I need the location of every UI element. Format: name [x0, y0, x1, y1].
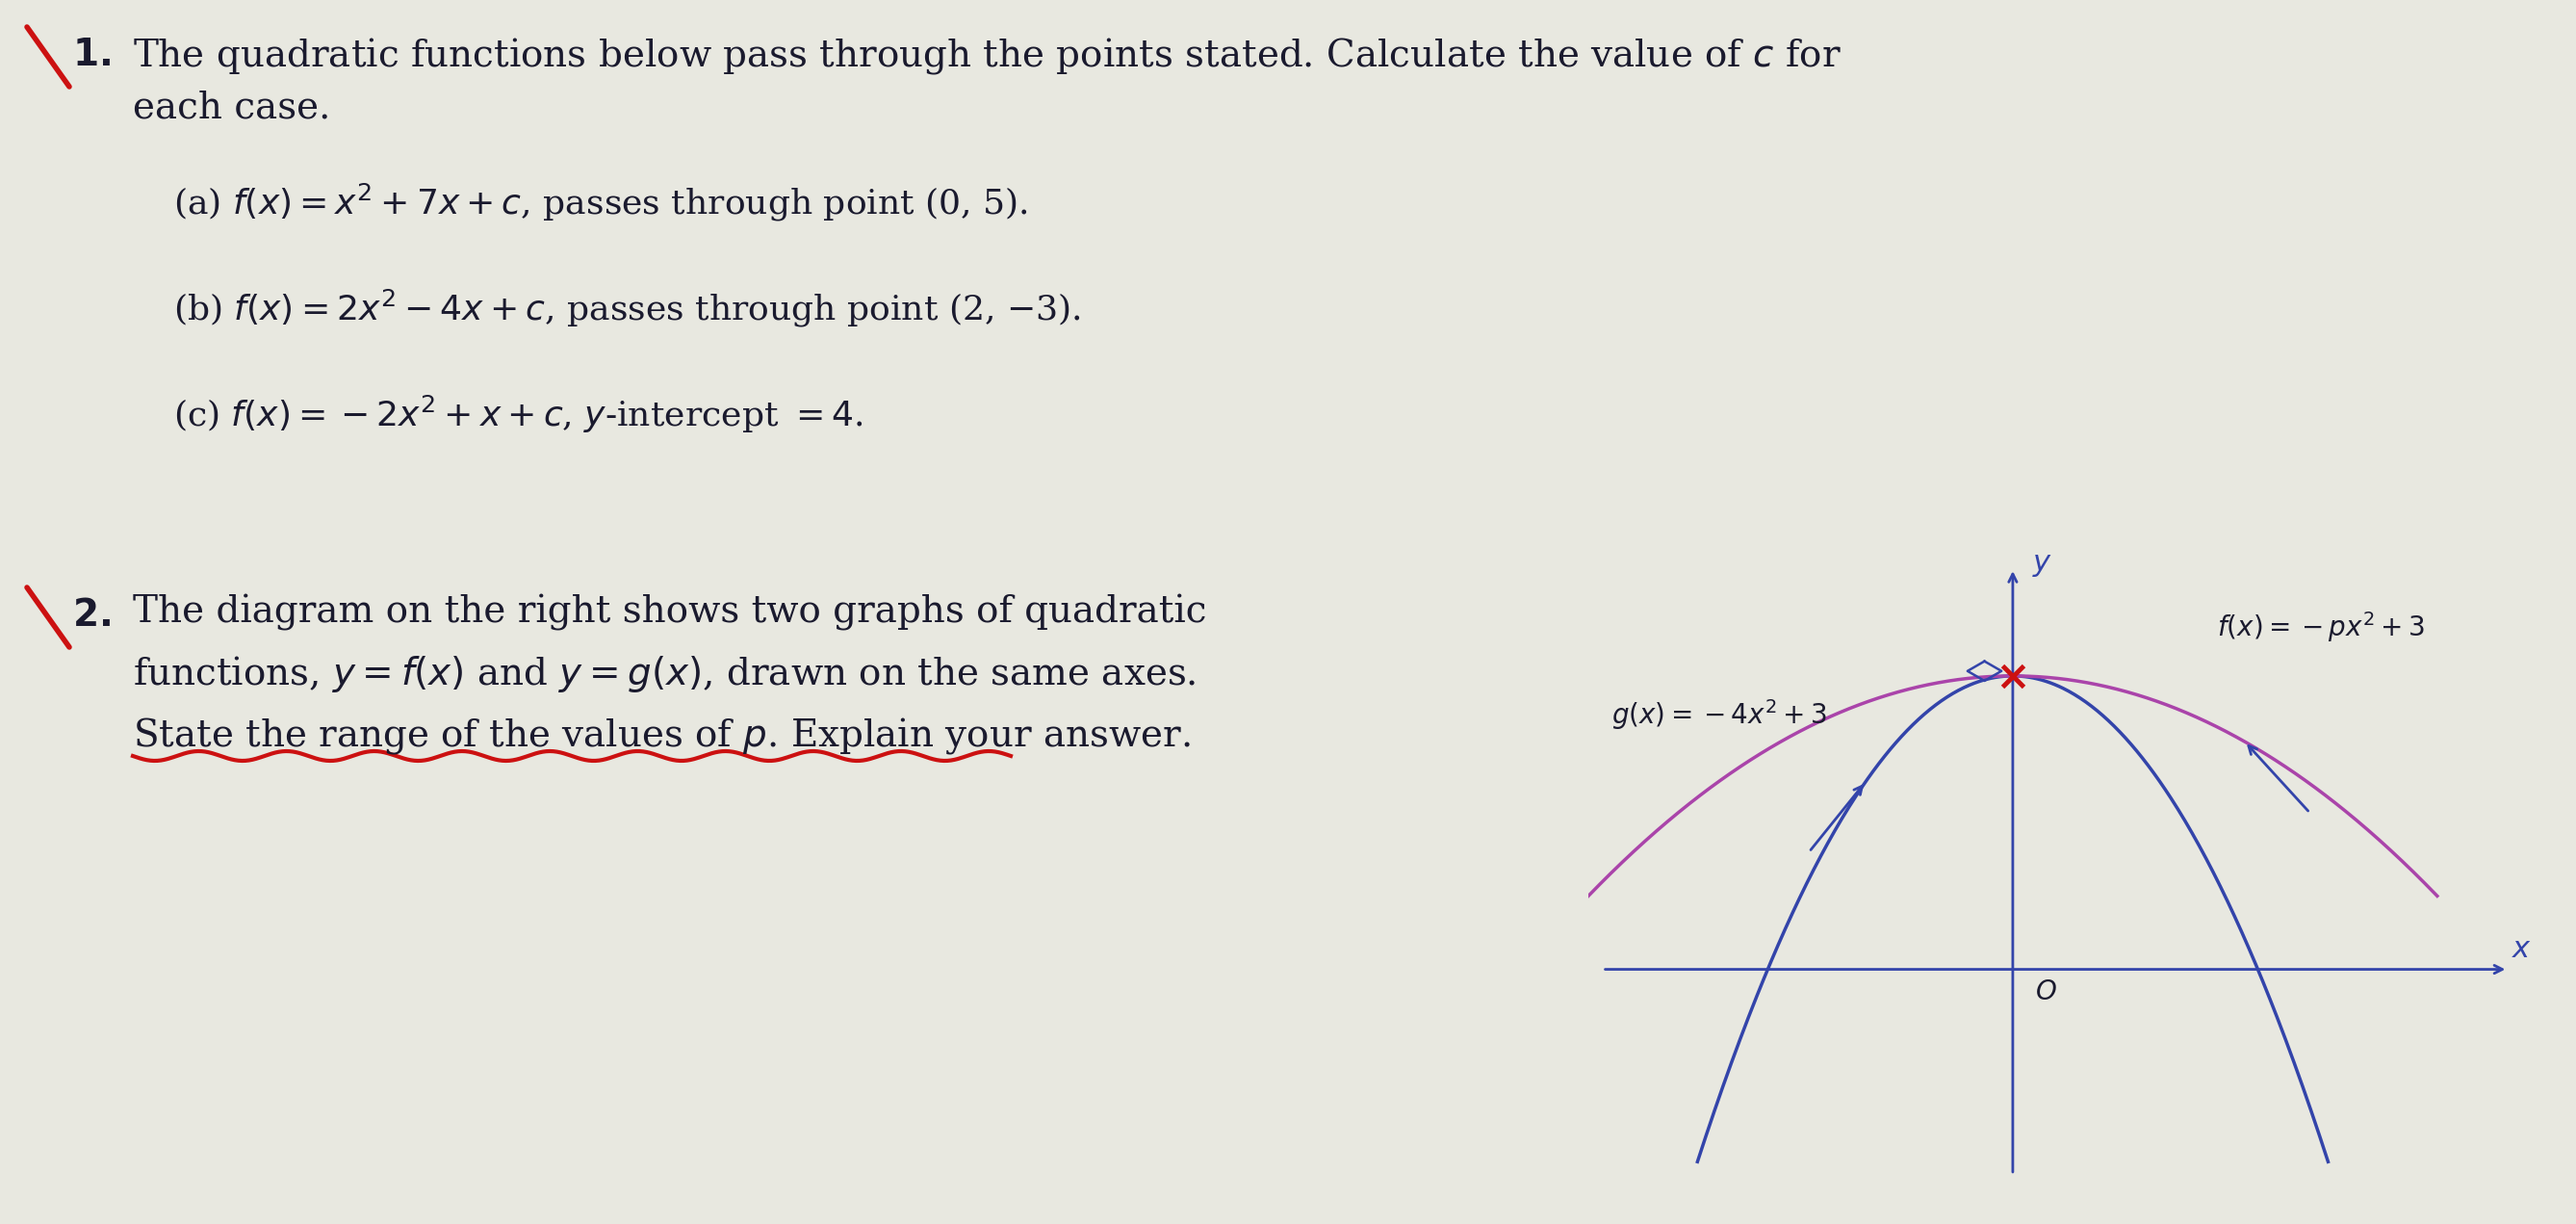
- Text: $g(x) = -4x^2 + 3$: $g(x) = -4x^2 + 3$: [1610, 698, 1826, 732]
- Text: State the range of the values of $p$. Explain your answer.: State the range of the values of $p$. Ex…: [134, 716, 1190, 756]
- Text: $f(x) = -px^2 + 3$: $f(x) = -px^2 + 3$: [2215, 610, 2424, 644]
- Text: $y$: $y$: [2032, 548, 2053, 579]
- Text: The diagram on the right shows two graphs of quadratic: The diagram on the right shows two graph…: [134, 594, 1206, 630]
- Text: The quadratic functions below pass through the points stated. Calculate the valu: The quadratic functions below pass throu…: [134, 35, 1842, 76]
- Text: (c) $f(x) = -2x^2 + x + c$, $y$-intercept $= 4$.: (c) $f(x) = -2x^2 + x + c$, $y$-intercep…: [173, 393, 863, 435]
- Text: (a) $f(x) = x^2 + 7x + c$, passes through point (0, 5).: (a) $f(x) = x^2 + 7x + c$, passes throug…: [173, 181, 1028, 223]
- Text: each case.: each case.: [134, 91, 330, 126]
- Text: $O$: $O$: [2035, 979, 2058, 1005]
- Text: $x$: $x$: [2512, 935, 2532, 965]
- Text: (b) $f(x) = 2x^2 - 4x + c$, passes through point (2, $-$3).: (b) $f(x) = 2x^2 - 4x + c$, passes throu…: [173, 288, 1082, 329]
- Text: $\mathbf{2.}$: $\mathbf{2.}$: [72, 599, 111, 634]
- Text: functions, $y = f(x)$ and $y = g(x)$, drawn on the same axes.: functions, $y = f(x)$ and $y = g(x)$, dr…: [134, 654, 1195, 694]
- Text: $\mathbf{1.}$: $\mathbf{1.}$: [72, 38, 111, 73]
